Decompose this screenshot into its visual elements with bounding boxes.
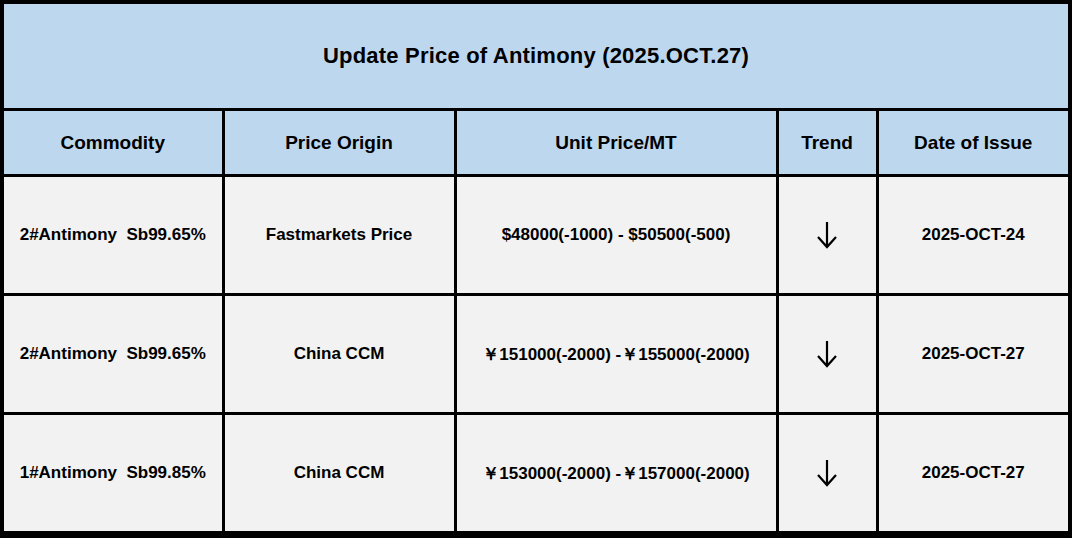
cell-trend	[777, 176, 877, 295]
cell-price-origin: China CCM	[223, 295, 455, 414]
column-header-unit-price: Unit Price/MT	[455, 110, 777, 176]
header-row: Commodity Price Origin Unit Price/MT Tre…	[4, 110, 1068, 176]
column-header-commodity: Commodity	[4, 110, 223, 176]
cell-date-of-issue: 2025-OCT-27	[877, 295, 1068, 414]
column-header-price-origin: Price Origin	[223, 110, 455, 176]
cell-unit-price: ￥151000(-2000) -￥155000(-2000)	[455, 295, 777, 414]
cell-commodity: Antimony Trioxide ATO 99.8%	[4, 533, 223, 538]
table-row: 2#Antimony Sb99.65% Fastmarkets Price $4…	[4, 176, 1068, 295]
trend-down-arrow-icon	[814, 457, 840, 489]
title-bar: Update Price of Antimony (2025.OCT.27)	[4, 4, 1068, 108]
page-title: Update Price of Antimony (2025.OCT.27)	[323, 43, 749, 69]
cell-date-of-issue: 2025-OCT-27	[877, 414, 1068, 533]
cell-trend	[777, 533, 877, 538]
cell-unit-price: $48000(-1000) - $50500(-500)	[455, 176, 777, 295]
table-row: 1#Antimony Sb99.85% China CCM ￥153000(-2…	[4, 414, 1068, 533]
cell-price-origin: China CCM	[223, 414, 455, 533]
cell-commodity: 1#Antimony Sb99.85%	[4, 414, 223, 533]
antimony-price-table: Commodity Price Origin Unit Price/MT Tre…	[4, 108, 1068, 538]
table-row: 2#Antimony Sb99.65% China CCM ￥151000(-2…	[4, 295, 1068, 414]
cell-commodity: 2#Antimony Sb99.65%	[4, 295, 223, 414]
column-header-date-of-issue: Date of Issue	[877, 110, 1068, 176]
cell-date-of-issue: 2025-OCT-24	[877, 176, 1068, 295]
trend-down-arrow-icon	[814, 338, 840, 370]
cell-price-origin: Fastmarkets Price	[223, 176, 455, 295]
column-header-trend: Trend	[777, 110, 877, 176]
trend-down-arrow-icon	[814, 219, 840, 251]
cell-trend	[777, 295, 877, 414]
cell-date-of-issue: 2025-OCT-27	[877, 533, 1068, 538]
price-table-window: Update Price of Antimony (2025.OCT.27) C…	[0, 0, 1072, 538]
cell-unit-price: ￥136000(-1000) -￥140000(-2000)	[455, 533, 777, 538]
cell-trend	[777, 414, 877, 533]
cell-price-origin: China CCM	[223, 533, 455, 538]
cell-unit-price: ￥153000(-2000) -￥157000(-2000)	[455, 414, 777, 533]
cell-commodity: 2#Antimony Sb99.65%	[4, 176, 223, 295]
table-row: Antimony Trioxide ATO 99.8% China CCM ￥1…	[4, 533, 1068, 538]
